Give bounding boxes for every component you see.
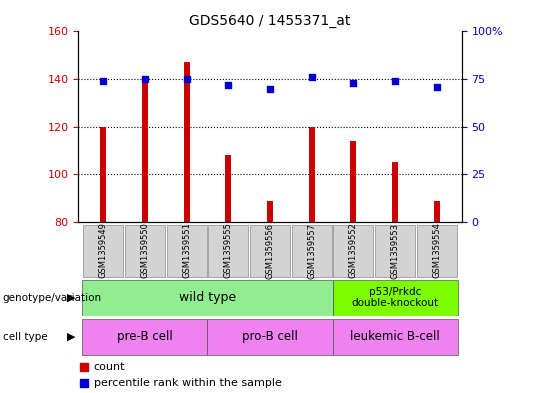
Bar bbox=[83, 224, 123, 277]
Bar bbox=[333, 319, 457, 355]
Bar bbox=[333, 280, 457, 316]
Title: GDS5640 / 1455371_at: GDS5640 / 1455371_at bbox=[190, 14, 350, 28]
Point bbox=[391, 78, 400, 84]
Point bbox=[99, 78, 107, 84]
Point bbox=[183, 76, 191, 82]
Text: GSM1359557: GSM1359557 bbox=[307, 222, 316, 279]
Point bbox=[266, 86, 274, 92]
Text: ▶: ▶ bbox=[67, 332, 76, 342]
Text: pre-B cell: pre-B cell bbox=[117, 331, 173, 343]
Point bbox=[433, 84, 441, 90]
Text: GSM1359554: GSM1359554 bbox=[432, 222, 441, 279]
Text: percentile rank within the sample: percentile rank within the sample bbox=[93, 378, 281, 388]
Text: GSM1359556: GSM1359556 bbox=[266, 222, 274, 279]
Bar bbox=[83, 280, 333, 316]
Text: ▶: ▶ bbox=[67, 293, 76, 303]
Text: GSM1359551: GSM1359551 bbox=[182, 222, 191, 279]
Text: pro-B cell: pro-B cell bbox=[242, 331, 298, 343]
Bar bbox=[292, 224, 332, 277]
Bar bbox=[225, 155, 232, 222]
Bar bbox=[350, 141, 356, 222]
Bar bbox=[125, 224, 165, 277]
Point bbox=[224, 82, 233, 88]
Point bbox=[307, 74, 316, 80]
Text: GSM1359549: GSM1359549 bbox=[99, 222, 108, 279]
Point bbox=[349, 80, 357, 86]
Text: GSM1359555: GSM1359555 bbox=[224, 222, 233, 279]
Bar bbox=[142, 79, 148, 222]
Point bbox=[80, 380, 89, 386]
Bar bbox=[308, 127, 315, 222]
Bar bbox=[208, 224, 248, 277]
Text: count: count bbox=[93, 362, 125, 372]
Point bbox=[140, 76, 149, 82]
Bar bbox=[392, 162, 398, 222]
Bar bbox=[375, 224, 415, 277]
Text: p53/Prkdc
double-knockout: p53/Prkdc double-knockout bbox=[352, 287, 438, 309]
Text: GSM1359552: GSM1359552 bbox=[349, 222, 358, 279]
Text: genotype/variation: genotype/variation bbox=[3, 293, 102, 303]
Bar bbox=[417, 224, 457, 277]
Text: wild type: wild type bbox=[179, 291, 236, 304]
Point bbox=[80, 364, 89, 370]
Bar bbox=[100, 127, 106, 222]
Bar bbox=[83, 319, 207, 355]
Bar bbox=[333, 224, 373, 277]
Bar bbox=[207, 319, 333, 355]
Bar bbox=[434, 200, 440, 222]
Text: cell type: cell type bbox=[3, 332, 48, 342]
Bar bbox=[250, 224, 290, 277]
Text: leukemic B-cell: leukemic B-cell bbox=[350, 331, 440, 343]
Bar bbox=[167, 224, 207, 277]
Text: GSM1359553: GSM1359553 bbox=[390, 222, 400, 279]
Bar bbox=[267, 200, 273, 222]
Text: GSM1359550: GSM1359550 bbox=[140, 222, 150, 279]
Bar bbox=[184, 62, 190, 222]
